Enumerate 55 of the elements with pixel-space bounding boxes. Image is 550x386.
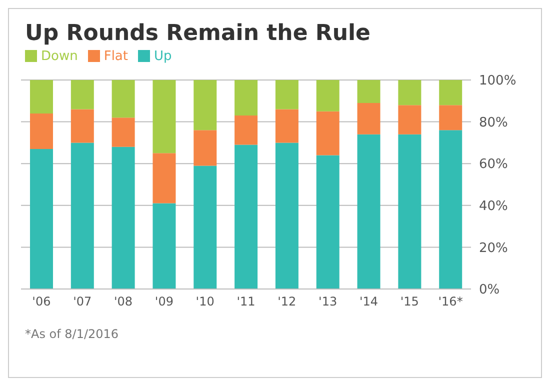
bar <box>112 80 135 118</box>
y-tick-label: 0% <box>479 282 500 298</box>
x-tick-label: '09 <box>154 294 174 309</box>
bar <box>152 203 176 289</box>
bar <box>112 118 135 147</box>
bar <box>70 80 94 110</box>
bar <box>234 116 258 145</box>
bar <box>234 80 258 116</box>
bar <box>70 109 94 143</box>
bar <box>398 134 422 289</box>
bar <box>112 146 135 289</box>
y-tick-label: 80% <box>479 115 508 130</box>
bar <box>30 148 53 289</box>
bar <box>439 130 462 289</box>
legend-label: Down <box>41 49 78 64</box>
bar <box>357 102 380 134</box>
bar <box>316 155 340 289</box>
bar <box>398 105 422 134</box>
bar <box>194 130 217 166</box>
x-tick-label: '11 <box>236 294 256 309</box>
x-tick-label: '14 <box>359 294 378 309</box>
bar <box>275 80 298 110</box>
x-tick-label: '13 <box>318 294 338 309</box>
bar <box>194 166 217 289</box>
x-tick-label: '08 <box>114 294 133 309</box>
bar <box>357 80 380 103</box>
bar <box>152 80 176 154</box>
bar <box>439 105 462 130</box>
bar <box>316 111 340 156</box>
bar <box>234 144 258 289</box>
bar <box>316 80 340 112</box>
y-tick-label: 40% <box>479 199 508 214</box>
y-tick-label: 60% <box>479 157 508 172</box>
legend-label: Flat <box>104 49 128 64</box>
bar <box>30 80 53 114</box>
text: *As of 8/1/2016 <box>25 327 119 341</box>
y-tick-label: 100% <box>479 74 516 89</box>
bar <box>275 142 298 289</box>
bar <box>439 80 462 106</box>
bar <box>275 109 298 143</box>
bar <box>70 142 94 289</box>
bar <box>152 153 176 204</box>
x-tick-label: '06 <box>32 294 51 309</box>
legend-label: Up <box>154 49 172 64</box>
bar <box>30 113 53 149</box>
x-tick-label: '07 <box>73 294 92 309</box>
y-tick-label: 20% <box>479 240 508 256</box>
x-tick-label: '10 <box>196 294 214 309</box>
chart-title: Up Rounds Remain the Rule <box>25 21 370 46</box>
x-tick-label: '12 <box>278 294 296 309</box>
bar <box>357 134 380 289</box>
x-tick-label: '15 <box>400 294 419 309</box>
x-tick-label: '16* <box>438 294 463 309</box>
bar <box>398 80 422 106</box>
bar <box>194 80 217 130</box>
